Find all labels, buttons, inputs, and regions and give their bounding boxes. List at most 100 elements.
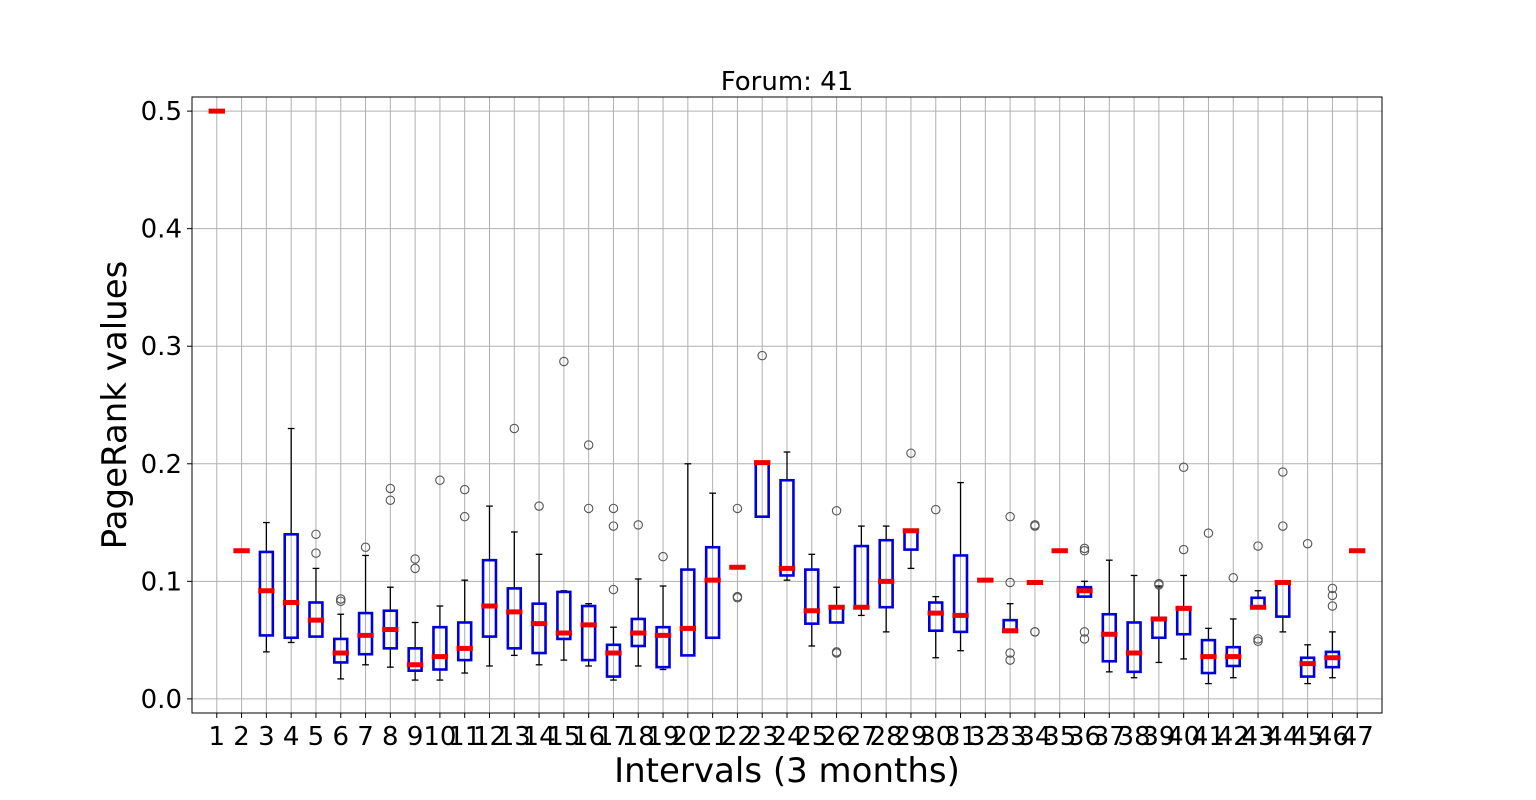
- x-tick-label: 32: [969, 722, 1002, 752]
- outlier-point: [608, 584, 619, 595]
- y-axis-label: PageRank values: [95, 261, 135, 550]
- box-group-16: [580, 440, 597, 667]
- outlier-point: [311, 529, 321, 540]
- box-iqr: [704, 545, 721, 640]
- x-tick-label: 1: [209, 722, 226, 752]
- box-iqr: [432, 625, 448, 671]
- x-tick-label: 14: [523, 722, 556, 752]
- box-group-33: [1001, 511, 1019, 665]
- outlier-point: [459, 484, 470, 495]
- box-group-8: [382, 483, 399, 668]
- outlier-point: [583, 440, 594, 450]
- outlier-point: [732, 591, 743, 602]
- outlier-point: [906, 448, 916, 458]
- box-group-23: [754, 350, 771, 518]
- box-group-9: [406, 554, 424, 681]
- box-group-25: [803, 553, 820, 647]
- x-tick-label: 17: [597, 722, 630, 752]
- box-group-24: [778, 451, 796, 581]
- x-tick-label: 46: [1316, 722, 1349, 752]
- x-tick-label: 41: [1192, 722, 1225, 752]
- outlier-point: [1030, 520, 1040, 530]
- outlier-point: [410, 554, 420, 564]
- outlier-point: [1178, 462, 1189, 473]
- box-iqr: [804, 568, 820, 625]
- outlier-point: [1005, 655, 1015, 665]
- x-tick-label: 35: [1043, 722, 1076, 752]
- x-tick-label: 45: [1291, 722, 1324, 752]
- x-tick-label: 5: [308, 722, 325, 752]
- x-tick-label: 10: [423, 722, 456, 752]
- x-tick-label: 25: [795, 722, 828, 752]
- outlier-point: [1302, 538, 1313, 549]
- outlier-point: [930, 504, 941, 515]
- x-axis-label: Intervals (3 months): [614, 751, 960, 791]
- outlier-point: [658, 551, 668, 562]
- box-iqr: [556, 590, 572, 641]
- box-group-41: [1200, 528, 1217, 685]
- box-group-32: [977, 577, 994, 583]
- outlier-point: [1203, 528, 1214, 538]
- box-iqr: [878, 538, 894, 609]
- outlier-point: [1079, 546, 1090, 556]
- x-tick-label: 42: [1217, 722, 1250, 752]
- box-group-18: [630, 520, 647, 667]
- outlier-point: [1005, 577, 1015, 588]
- outlier-point: [534, 501, 544, 511]
- outlier-point: [633, 520, 643, 530]
- box-iqr: [456, 621, 473, 662]
- box-group-27: [853, 525, 870, 617]
- box-iqr: [481, 558, 498, 638]
- x-tick-label: 12: [473, 722, 506, 752]
- box-group-2: [233, 548, 250, 554]
- outlier-point: [1327, 590, 1338, 601]
- box-group-47: [1349, 548, 1366, 554]
- x-tick-label: 9: [407, 722, 424, 752]
- x-tick-label: 28: [870, 722, 903, 752]
- box-group-39: [1150, 578, 1168, 664]
- box-group-29: [902, 448, 920, 570]
- x-tick-label: 3: [258, 722, 275, 752]
- box-series: [208, 108, 1366, 685]
- outlier-point: [311, 548, 321, 558]
- box-group-7: [357, 542, 374, 666]
- x-tick-label: 40: [1167, 722, 1200, 752]
- outlier-point: [1005, 511, 1015, 522]
- x-tick-label: 44: [1266, 722, 1299, 752]
- box-group-46: [1324, 583, 1341, 679]
- x-tick-label: 47: [1341, 722, 1374, 752]
- outlier-point: [385, 495, 396, 505]
- box-group-11: [456, 484, 473, 674]
- box-iqr: [531, 602, 547, 655]
- box-iqr: [580, 604, 597, 662]
- box-group-43: [1249, 541, 1267, 647]
- outlier-point: [410, 563, 420, 574]
- box-group-20: [679, 463, 697, 657]
- box-group-26: [828, 506, 845, 658]
- box-iqr: [655, 625, 671, 669]
- outlier-point: [1030, 627, 1040, 637]
- x-tick-label: 6: [332, 722, 349, 752]
- x-tick-label: 39: [1142, 722, 1175, 752]
- box-group-15: [555, 356, 573, 661]
- box-group-42: [1225, 573, 1242, 679]
- outlier-point: [385, 483, 396, 494]
- box-group-30: [927, 504, 944, 659]
- box-group-19: [654, 551, 672, 671]
- box-group-40: [1175, 462, 1192, 660]
- outlier-point: [608, 521, 619, 531]
- outlier-point: [1005, 648, 1015, 658]
- box-group-36: [1076, 543, 1093, 644]
- x-tick-label: 2: [233, 722, 250, 752]
- outlier-point: [583, 503, 594, 514]
- x-tick-label: 34: [1018, 722, 1051, 752]
- box-group-22: [729, 503, 746, 603]
- outlier-point: [435, 475, 445, 485]
- box-group-38: [1125, 574, 1143, 679]
- box-group-6: [332, 594, 349, 680]
- outlier-point: [831, 506, 842, 516]
- grid-lines: [192, 97, 1382, 713]
- box-iqr: [928, 601, 944, 633]
- box-group-37: [1101, 559, 1118, 673]
- x-tick-label: 13: [498, 722, 531, 752]
